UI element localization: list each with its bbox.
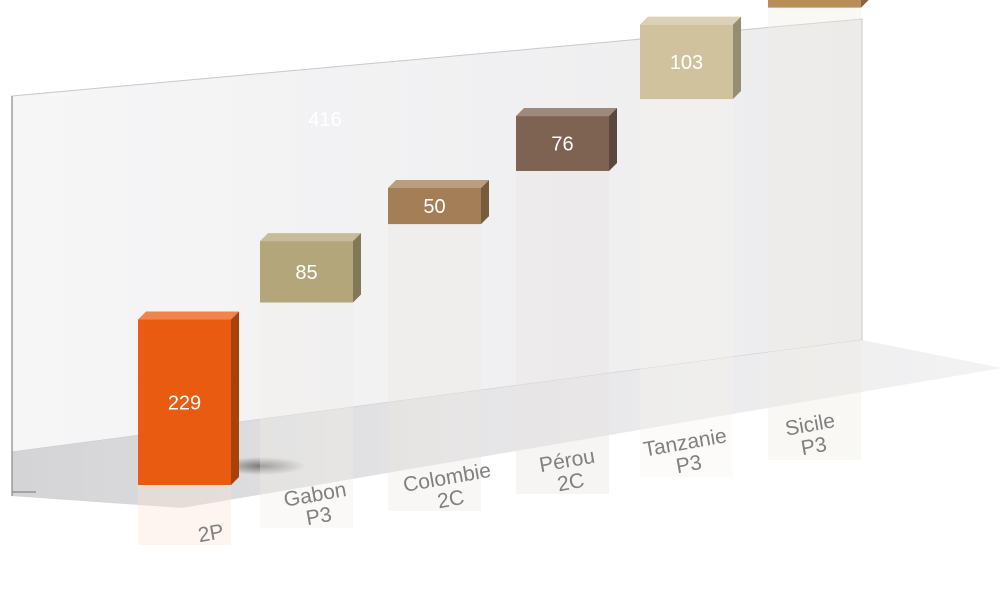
bar-front-face xyxy=(640,24,733,100)
bar-reflection xyxy=(138,485,231,545)
category-label-line: P3 xyxy=(304,503,333,530)
bar-reflection xyxy=(516,170,609,494)
bar-5: 103 xyxy=(640,16,741,100)
bar-reflection xyxy=(768,7,861,460)
total-label: 416 xyxy=(308,109,341,131)
category-label-line: 2C xyxy=(556,469,586,496)
bar-value-label: 50 xyxy=(423,196,445,218)
bar-1: 229 xyxy=(138,311,239,485)
bars-group: 229 85 50 76 103 98 xyxy=(138,0,869,485)
bar-front-face xyxy=(768,0,861,8)
bar-value-label: 85 xyxy=(295,262,317,284)
bar-value-label: 229 xyxy=(168,392,201,414)
bar-reflection xyxy=(260,302,353,528)
bar-3: 50 xyxy=(388,179,489,225)
bar-value-label: 103 xyxy=(670,52,703,74)
bar-top-face xyxy=(388,179,489,188)
category-label: SicileP3 xyxy=(783,409,840,462)
bar-side-face xyxy=(733,16,741,100)
bar-top-face xyxy=(260,233,361,242)
bar-reflection xyxy=(388,224,481,511)
bar-2: 85 xyxy=(260,233,361,303)
bar-front-face xyxy=(516,116,609,171)
bar-front-face xyxy=(138,319,231,485)
bar-front-face xyxy=(260,241,353,303)
bar-top-face xyxy=(138,311,239,320)
bar-value-label: 76 xyxy=(551,134,573,156)
bar-reflection xyxy=(640,99,733,477)
bar-6: 98 xyxy=(768,0,869,8)
bar-reflections xyxy=(138,7,861,545)
bar-side-face xyxy=(609,108,617,171)
bar-side-face xyxy=(481,179,489,225)
category-label-line: P3 xyxy=(674,451,703,478)
bar-front-face xyxy=(388,187,481,225)
category-label-line: 2C xyxy=(436,486,466,513)
category-label: 2P xyxy=(196,520,225,547)
category-label-line: P3 xyxy=(799,433,828,460)
category-label-line: 2P xyxy=(196,520,225,547)
bar-shadow xyxy=(218,457,306,475)
bar-top-face xyxy=(516,108,617,117)
bar-top-face xyxy=(640,16,741,25)
bar-side-face xyxy=(861,0,869,8)
bar-side-face xyxy=(231,311,239,485)
bar-4: 76 xyxy=(516,108,617,171)
bar-side-face xyxy=(353,233,361,303)
